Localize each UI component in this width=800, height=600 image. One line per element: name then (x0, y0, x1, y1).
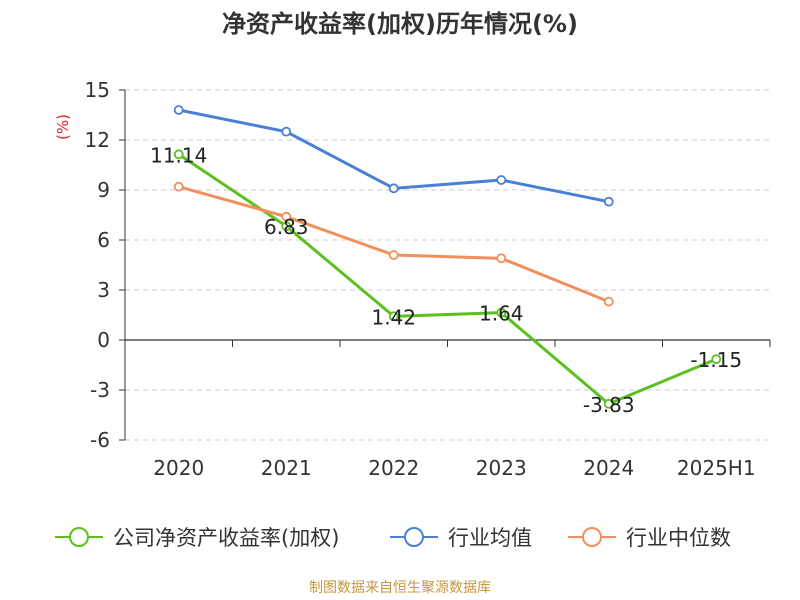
y-tick-label: 15 (85, 78, 110, 102)
legend-label: 行业中位数 (626, 526, 731, 550)
y-axis-label: (%) (54, 114, 72, 140)
data-point (173, 181, 184, 192)
x-tick-label: 2021 (261, 456, 312, 480)
data-point (496, 253, 507, 264)
data-label: -3.83 (583, 393, 635, 417)
data-point (603, 398, 614, 409)
data-label: 1.64 (479, 302, 524, 326)
legend-label: 公司净资产收益率(加权) (113, 526, 339, 550)
legend: 公司净资产收益率(加权) 行业均值 行业中位数 (55, 526, 731, 550)
data-point (603, 196, 614, 207)
legend-label: 行业均值 (448, 526, 532, 550)
legend-marker (582, 527, 602, 547)
y-tick-label: 0 (97, 328, 110, 352)
data-point (281, 211, 292, 222)
legend-marker (69, 527, 89, 547)
y-tick-label: 6 (97, 228, 110, 252)
x-tick-label: 2020 (153, 456, 204, 480)
series-layer (173, 105, 722, 409)
data-point (388, 311, 399, 322)
grid-lines (125, 89, 770, 441)
x-tick-label: 2024 (583, 456, 634, 480)
data-point (388, 183, 399, 194)
data-point (281, 221, 292, 232)
data-point (281, 126, 292, 137)
axes: 15 12 9 6 3 0 -3 -6 (%) 2020 2021 2022 2023 2024 2025H… (54, 78, 771, 480)
data-label: 6.83 (264, 215, 309, 239)
chart-title: 净资产收益率(加权)历年情况(%) (222, 10, 578, 38)
y-tick-label: 3 (97, 278, 110, 302)
series-line (178, 185, 610, 304)
data-label: -1.15 (690, 348, 742, 372)
data-point (173, 149, 184, 160)
series-line (177, 153, 717, 406)
data-point (173, 105, 184, 115)
legend-marker (404, 527, 424, 547)
x-tick-label: 2022 (368, 456, 419, 480)
x-tick-label: 2023 (476, 456, 527, 480)
source-note: 制图数据来自恒生聚源数据库 (309, 580, 491, 596)
data-point (388, 250, 399, 260)
y-tick-label: -6 (90, 428, 110, 452)
data-labels: 11.14 6.83 1.42 1.64 -3.83 -1.15 (150, 143, 742, 417)
data-label: 1.42 (371, 305, 416, 329)
data-point (496, 307, 507, 318)
x-tick-label: 2025H1 (677, 456, 756, 480)
data-point (603, 296, 614, 307)
data-point (711, 354, 722, 365)
data-point (496, 175, 507, 185)
y-tick-label: -3 (90, 378, 110, 402)
y-tick-label: 9 (97, 178, 110, 202)
data-label: 11.14 (150, 143, 207, 167)
y-tick-label: 12 (85, 128, 110, 152)
